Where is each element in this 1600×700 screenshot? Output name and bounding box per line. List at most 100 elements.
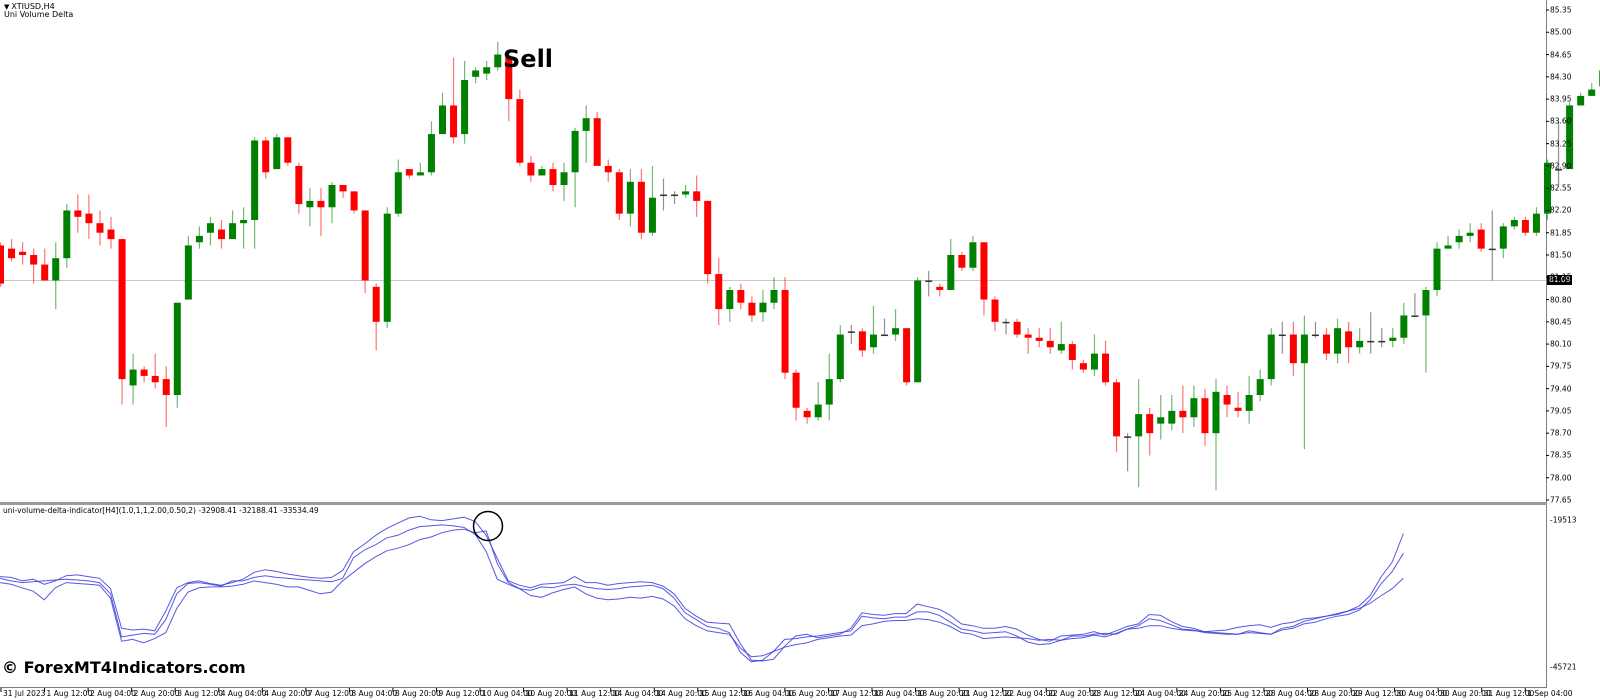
- candle: [1334, 318, 1342, 364]
- candle: [682, 185, 690, 198]
- candle: [693, 175, 701, 217]
- candle: [361, 210, 369, 294]
- time-tick: 18 Aug 20:00: [917, 689, 969, 698]
- price-tick: 79.75: [1550, 361, 1572, 371]
- candle: [847, 325, 855, 345]
- candle: [218, 220, 225, 249]
- candle: [538, 165, 546, 176]
- price-tick: 83.95: [1550, 94, 1572, 104]
- candle: [251, 137, 259, 249]
- candle: [140, 366, 148, 383]
- time-tick: 22 Aug 04:00: [1004, 689, 1056, 698]
- candle: [1300, 315, 1308, 450]
- candle: [858, 328, 866, 357]
- candle: [715, 258, 723, 325]
- price-tick: 82.55: [1550, 183, 1572, 193]
- candle: [892, 309, 900, 341]
- candle: [1256, 369, 1264, 402]
- candle: [350, 191, 358, 214]
- candle: [1146, 407, 1154, 456]
- candle: [560, 162, 568, 201]
- price-tick: 82.20: [1550, 205, 1572, 215]
- price-tick: 81.15: [1550, 272, 1572, 282]
- candle: [262, 137, 270, 179]
- time-tick: 24 Aug 20:00: [1178, 689, 1230, 698]
- candle: [1157, 395, 1165, 440]
- candle: [1532, 207, 1540, 236]
- candle: [494, 41, 502, 71]
- candle: [1168, 395, 1176, 430]
- candle: [936, 283, 944, 297]
- time-tick: 25 Aug 12:00: [1222, 689, 1273, 698]
- candle: [1555, 121, 1563, 185]
- time-tick: 10 Aug 04:00: [482, 689, 533, 698]
- candle: [1124, 433, 1132, 472]
- candle: [881, 318, 888, 337]
- candle: [1035, 328, 1043, 348]
- time-tick: 31 Jul 2023: [3, 689, 46, 698]
- watermark: © ForexMT4Indicators.com: [2, 658, 246, 677]
- candle: [836, 325, 844, 383]
- candle: [903, 328, 911, 386]
- candle: [1422, 286, 1430, 373]
- candle: [461, 60, 469, 144]
- candle: [1102, 340, 1109, 386]
- candle: [63, 204, 71, 268]
- chart-symbol-label: ▼ XTIUSD,H4: [4, 1, 55, 13]
- candle: [1057, 321, 1065, 354]
- time-tick: 3 Aug 12:00: [177, 689, 223, 698]
- dropdown-triangle-icon: ▼: [4, 3, 10, 11]
- candle: [825, 353, 833, 421]
- candle: [1079, 360, 1087, 373]
- candle: [129, 353, 137, 405]
- indicator-line-3: [0, 528, 1404, 658]
- candle: [1466, 223, 1474, 243]
- candle: [383, 207, 391, 329]
- time-tick: 8 Aug 04:00: [351, 689, 398, 698]
- price-tick: 83.25: [1550, 139, 1572, 149]
- candle: [1477, 223, 1485, 252]
- candle: [1488, 210, 1496, 281]
- symbol-text: XTIUSD,H4: [11, 2, 55, 11]
- panel-separator[interactable]: [0, 502, 1547, 505]
- candle: [1389, 328, 1397, 348]
- time-tick: 1 Aug 12:00: [46, 689, 93, 698]
- candle: [162, 366, 170, 427]
- candle: [195, 226, 203, 249]
- candle: [615, 169, 623, 220]
- time-tick: 1 Sep 04:00: [1527, 689, 1573, 698]
- candle: [914, 277, 922, 383]
- candle: [372, 283, 380, 351]
- candle: [604, 159, 612, 182]
- candle: [1223, 385, 1231, 418]
- candle: [1311, 321, 1319, 338]
- candle: [1068, 340, 1076, 370]
- candle: [1411, 293, 1419, 317]
- time-tick: 8 Aug 20:00: [394, 689, 441, 698]
- candle: [1090, 334, 1098, 376]
- candle: [0, 242, 4, 287]
- indicator-name-label: Uni Volume Delta: [4, 10, 74, 19]
- price-tick: 78.70: [1550, 428, 1572, 438]
- time-tick: 14 Aug 04:00: [612, 689, 664, 698]
- candle: [1245, 375, 1253, 424]
- candle: [1013, 318, 1021, 338]
- candle: [1201, 388, 1209, 446]
- candle: [8, 239, 16, 262]
- candle: [41, 248, 49, 281]
- time-tick: 28 Aug 04:00: [1265, 689, 1317, 698]
- candle: [1433, 242, 1441, 297]
- candle: [1577, 92, 1585, 106]
- candle: [1356, 328, 1364, 354]
- candle: [1378, 328, 1386, 348]
- price-tick: 77.65: [1550, 495, 1572, 505]
- price-tick: 80.45: [1550, 317, 1572, 327]
- candle: [991, 296, 999, 332]
- candle: [284, 137, 292, 166]
- time-tick: 4 Aug 20:00: [264, 689, 311, 698]
- time-tick: 14 Aug 20:00: [656, 689, 707, 698]
- candle: [969, 235, 977, 271]
- candle: [394, 159, 402, 217]
- time-tick: 28 Aug 20:00: [1309, 689, 1361, 698]
